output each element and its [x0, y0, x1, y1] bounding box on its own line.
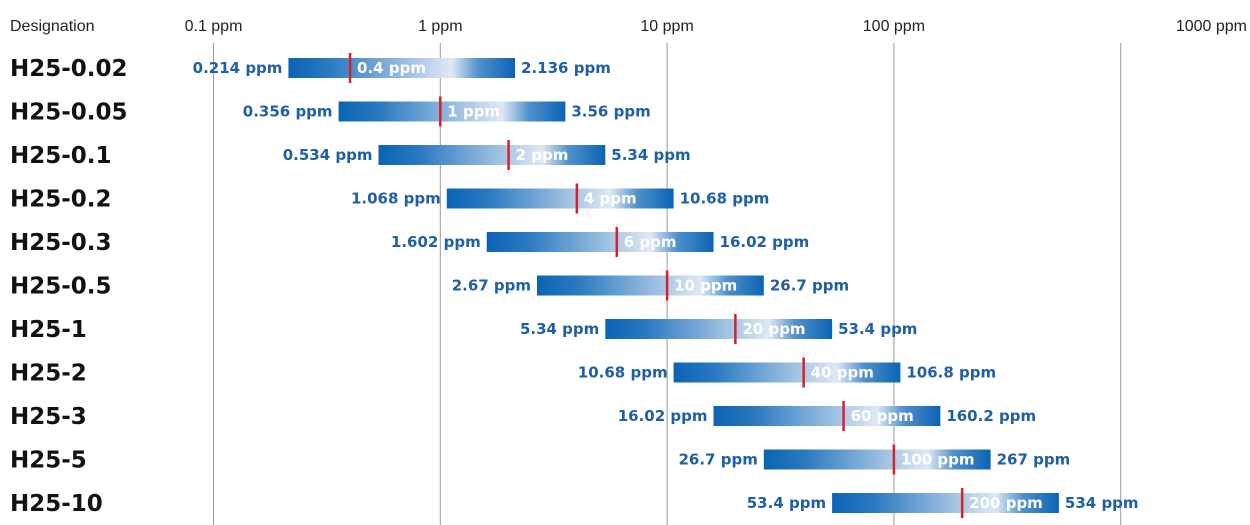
range-row: H25-10 53.4 ppm 534 ppm 200 ppm	[10, 488, 1139, 518]
high-value-label: 10.68 ppm	[680, 190, 770, 208]
nominal-value-label: 200 ppm	[969, 494, 1043, 512]
low-value-label: 0.214 ppm	[193, 59, 283, 77]
range-row: H25-1 5.34 ppm 53.4 ppm 20 ppm	[10, 314, 917, 344]
nominal-value-label: 0.4 ppm	[357, 59, 426, 77]
low-value-label: 26.7 ppm	[678, 451, 757, 469]
range-bar	[446, 188, 674, 209]
x-tick-label: 10 ppm	[640, 18, 693, 35]
row-designation: H25-5	[10, 448, 87, 474]
row-designation: H25-0.3	[10, 230, 112, 256]
range-bar	[338, 101, 566, 122]
row-designation: H25-0.05	[10, 100, 128, 126]
range-bar	[605, 319, 833, 339]
nominal-value-label: 6 ppm	[624, 233, 677, 251]
nominal-value-label: 4 ppm	[584, 190, 637, 208]
nominal-value-label: 20 ppm	[742, 320, 805, 338]
range-bar	[486, 232, 714, 252]
high-value-label: 534 ppm	[1065, 494, 1139, 512]
nominal-value-label: 100 ppm	[901, 451, 975, 469]
high-value-label: 267 ppm	[997, 451, 1071, 469]
nominal-value-label: 2 ppm	[516, 146, 569, 164]
designation-header: Designation	[10, 18, 95, 35]
x-tick-label: 1 ppm	[418, 18, 462, 35]
row-designation: H25-0.02	[10, 56, 128, 82]
range-row: H25-0.5 2.67 ppm 26.7 ppm 10 ppm	[10, 270, 849, 301]
low-value-label: 5.34 ppm	[520, 320, 599, 338]
row-designation: H25-1	[10, 317, 87, 343]
low-value-label: 53.4 ppm	[747, 494, 826, 512]
range-row: H25-3 16.02 ppm 160.2 ppm 60 ppm	[10, 401, 1036, 431]
low-value-label: 1.602 ppm	[391, 233, 481, 251]
x-axis-ticks: 0.1 ppm 1 ppm 10 ppm 100 ppm 1000 ppm	[185, 18, 1247, 35]
high-value-label: 5.34 ppm	[611, 146, 690, 164]
row-designation: H25-0.5	[10, 274, 112, 300]
low-value-label: 16.02 ppm	[618, 407, 708, 425]
nominal-value-label: 1 ppm	[447, 103, 500, 121]
range-bar	[378, 145, 606, 165]
x-tick-label: 1000 ppm	[1176, 18, 1247, 35]
nominal-value-label: 10 ppm	[674, 277, 737, 295]
range-bar	[832, 493, 1059, 513]
x-tick-label: 0.1 ppm	[185, 18, 243, 35]
range-row: H25-0.02 0.214 ppm 2.136 ppm 0.4 ppm	[10, 53, 611, 83]
nominal-value-label: 60 ppm	[851, 407, 914, 425]
nominal-value-label: 40 ppm	[811, 364, 874, 382]
range-row: H25-0.3 1.602 ppm 16.02 ppm 6 ppm	[10, 227, 809, 257]
range-row: H25-0.1 0.534 ppm 5.34 ppm 2 ppm	[10, 140, 691, 170]
high-value-label: 160.2 ppm	[946, 407, 1036, 425]
high-value-label: 2.136 ppm	[521, 59, 611, 77]
range-row: H25-2 10.68 ppm 106.8 ppm 40 ppm	[10, 357, 996, 388]
low-value-label: 0.534 ppm	[283, 146, 373, 164]
high-value-label: 16.02 ppm	[720, 233, 810, 251]
x-tick-label: 100 ppm	[863, 18, 925, 35]
low-value-label: 1.068 ppm	[351, 190, 441, 208]
range-bar	[537, 275, 764, 296]
range-bar	[673, 362, 901, 383]
range-row: H25-0.05 0.356 ppm 3.56 ppm 1 ppm	[10, 96, 651, 127]
row-designation: H25-3	[10, 404, 87, 430]
low-value-label: 10.68 ppm	[578, 364, 668, 382]
low-value-label: 2.67 ppm	[452, 277, 531, 295]
row-designation: H25-0.1	[10, 143, 112, 169]
range-bar	[713, 406, 941, 426]
row-designation: H25-0.2	[10, 187, 112, 213]
range-bar	[763, 449, 991, 470]
range-row: H25-5 26.7 ppm 267 ppm 100 ppm	[10, 444, 1071, 475]
high-value-label: 106.8 ppm	[906, 364, 996, 382]
high-value-label: 26.7 ppm	[770, 277, 849, 295]
range-row: H25-0.2 1.068 ppm 10.68 ppm 4 ppm	[10, 183, 770, 214]
row-designation: H25-10	[10, 491, 103, 517]
low-value-label: 0.356 ppm	[243, 103, 333, 121]
row-designation: H25-2	[10, 361, 87, 387]
range-bar	[288, 58, 516, 78]
high-value-label: 53.4 ppm	[838, 320, 917, 338]
high-value-label: 3.56 ppm	[571, 103, 650, 121]
